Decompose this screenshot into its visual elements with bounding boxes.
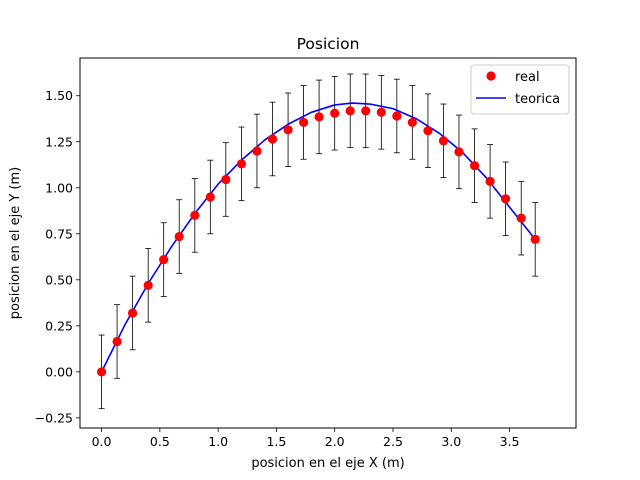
- x-tick-label: 3.5: [500, 434, 520, 449]
- x-tick-label: 3.0: [441, 434, 461, 449]
- real-point: [159, 254, 169, 265]
- legend-teorica-label: teorica: [515, 92, 560, 107]
- x-tick-label: 1.0: [208, 434, 228, 449]
- real-point: [407, 117, 417, 128]
- real-point: [423, 126, 433, 136]
- y-tick-label: 0.50: [45, 272, 73, 287]
- real-point: [205, 192, 215, 202]
- real-point: [530, 234, 540, 244]
- real-point: [376, 107, 386, 117]
- real-point: [392, 111, 402, 121]
- x-axis-label: posicion en el eje X (m): [251, 456, 404, 471]
- real-point: [516, 213, 526, 223]
- real-point: [174, 231, 184, 242]
- real-point: [345, 106, 355, 116]
- real-point: [283, 125, 293, 135]
- y-tick-label: 1.00: [45, 180, 73, 195]
- real-point: [330, 108, 340, 118]
- real-point: [314, 112, 324, 122]
- real-point: [127, 308, 138, 318]
- y-tick-label: 1.50: [45, 88, 73, 103]
- real-point: [267, 134, 278, 144]
- real-point: [143, 280, 153, 290]
- y-tick-label: 0.25: [45, 318, 73, 333]
- x-tick-label: 2.5: [383, 434, 403, 449]
- real-point: [500, 194, 511, 204]
- legend-frame: [470, 64, 570, 115]
- real-point: [236, 159, 247, 169]
- x-axis: 0.0 0.5 1.0 1.5 2.0 2.5 3.0 3.5: [92, 428, 520, 449]
- x-tick-label: 2.0: [325, 434, 345, 449]
- x-tick-label: 0.5: [150, 434, 170, 449]
- real-point: [252, 146, 262, 156]
- x-tick-label: 0.0: [92, 434, 112, 449]
- y-tick-label: −0.25: [35, 410, 73, 425]
- legend: real teorica: [470, 64, 570, 115]
- legend-real-marker: [486, 71, 496, 81]
- x-tick-label: 1.5: [266, 434, 286, 449]
- chart-title: Posicion: [297, 35, 360, 53]
- y-tick-label: 0.75: [45, 226, 73, 241]
- y-tick-label: 1.25: [45, 134, 73, 149]
- legend-real-label: real: [515, 70, 540, 85]
- y-tick-label: 0.00: [45, 364, 73, 379]
- real-point: [96, 367, 107, 377]
- real-point: [454, 147, 464, 157]
- real-point: [485, 176, 495, 186]
- real-point: [469, 161, 480, 171]
- plot-area: [96, 73, 540, 410]
- real-point: [298, 117, 309, 128]
- real-point: [438, 136, 449, 146]
- axes-frame: [79, 57, 577, 429]
- real-point: [112, 336, 122, 347]
- real-point: [221, 174, 231, 185]
- real-point: [361, 106, 371, 116]
- real-point: [190, 210, 200, 220]
- y-axis: −0.25 0.00 0.25 0.50 0.75 1.00 1.25 1.50: [35, 88, 80, 425]
- y-axis-label: posicion en el eje Y (m): [8, 167, 23, 319]
